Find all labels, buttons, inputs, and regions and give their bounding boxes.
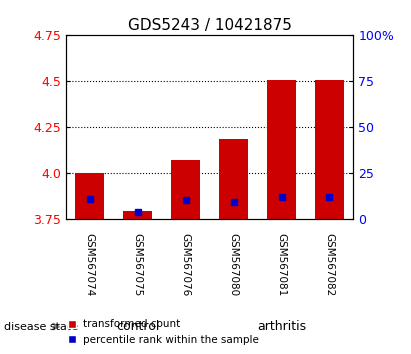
Bar xyxy=(123,211,152,219)
Text: arthritis: arthritis xyxy=(257,320,306,333)
Legend: transformed count, percentile rank within the sample: transformed count, percentile rank withi… xyxy=(63,315,263,349)
Bar xyxy=(315,80,344,219)
Bar xyxy=(267,80,296,219)
Bar xyxy=(171,160,200,219)
Text: disease state: disease state xyxy=(4,321,78,332)
Text: GSM567080: GSM567080 xyxy=(229,233,238,296)
Bar xyxy=(75,172,104,219)
Text: GSM567082: GSM567082 xyxy=(325,233,335,296)
Text: GSM567075: GSM567075 xyxy=(133,233,143,296)
Text: control: control xyxy=(116,320,159,333)
Text: GSM567074: GSM567074 xyxy=(85,233,95,296)
Bar xyxy=(219,139,248,219)
Text: GSM567076: GSM567076 xyxy=(181,233,191,296)
Text: GSM567081: GSM567081 xyxy=(277,233,286,296)
Title: GDS5243 / 10421875: GDS5243 / 10421875 xyxy=(128,18,291,33)
